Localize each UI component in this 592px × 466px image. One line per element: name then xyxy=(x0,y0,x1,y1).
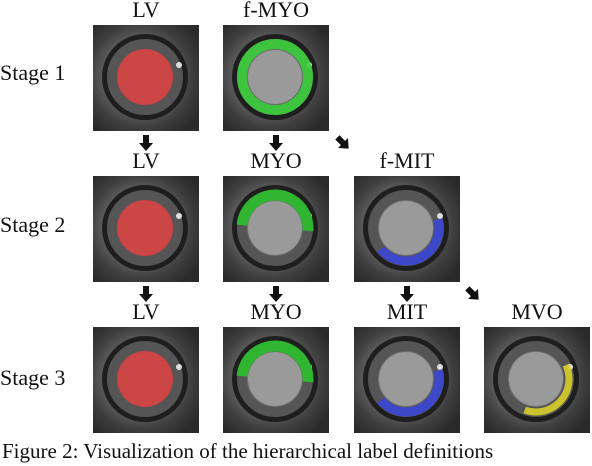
panel-label: MIT xyxy=(387,299,428,324)
arrow-head xyxy=(335,135,349,149)
panel-label: MYO xyxy=(250,148,301,173)
mit-mask xyxy=(377,369,444,417)
bright-spot xyxy=(437,364,443,370)
panel-label: LV xyxy=(132,299,159,324)
blood-pool xyxy=(379,352,433,406)
heart-wall xyxy=(363,336,449,422)
mri-panel xyxy=(93,176,199,282)
arrow-head xyxy=(269,286,283,302)
caption: Figure 2: Visualization of the hierarchi… xyxy=(2,439,493,463)
stage-label: Stage 1 xyxy=(0,60,65,85)
arrow-head xyxy=(269,135,283,151)
arrow xyxy=(465,286,479,300)
arrow-head xyxy=(139,135,153,151)
heart-wall xyxy=(102,336,188,422)
panel-label: MVO xyxy=(511,299,562,324)
stage-label: Stage 2 xyxy=(0,212,65,237)
bright-spot xyxy=(437,213,443,219)
panel-label: LV xyxy=(132,0,159,22)
panel-label: MYO xyxy=(250,299,301,324)
heart-wall xyxy=(232,34,318,120)
blood-pool xyxy=(509,352,563,406)
heart-wall xyxy=(102,34,188,120)
heart-wall xyxy=(232,336,318,422)
lv-mask xyxy=(117,351,173,407)
myocardium xyxy=(107,39,183,115)
blood-pool xyxy=(379,201,433,255)
mri-panel xyxy=(484,327,590,433)
arrow xyxy=(335,135,349,149)
arrow xyxy=(139,135,153,151)
arrow-head xyxy=(139,286,153,302)
myocardium xyxy=(107,341,183,417)
panel-label: f-MIT xyxy=(380,148,436,173)
myo-mask xyxy=(236,340,314,383)
arrow-head xyxy=(400,286,414,302)
lv-mask xyxy=(117,49,173,105)
panel-label: f-MYO xyxy=(243,0,309,22)
stage-label: Stage 3 xyxy=(0,365,65,390)
mri-panel xyxy=(93,25,199,131)
heart-wall xyxy=(363,185,449,271)
bright-spot xyxy=(176,62,182,68)
arrow xyxy=(269,286,283,302)
mri-panel xyxy=(354,176,460,282)
mvo-mask xyxy=(523,363,573,416)
heart-wall xyxy=(232,185,318,271)
myo-mask xyxy=(237,39,313,115)
bright-spot xyxy=(176,364,182,370)
blood-pool xyxy=(248,352,302,406)
myocardium xyxy=(107,190,183,266)
mri-panel xyxy=(354,327,460,433)
mri-panel xyxy=(93,327,199,433)
arrow xyxy=(139,286,153,302)
blood-pool xyxy=(248,201,302,255)
myo-mask xyxy=(236,189,314,232)
panel-label: LV xyxy=(132,148,159,173)
arrow xyxy=(400,286,414,302)
bright-spot xyxy=(176,213,182,219)
mri-panel xyxy=(223,176,329,282)
lv-mask xyxy=(117,200,173,256)
heart-wall xyxy=(493,336,579,422)
arrow xyxy=(269,135,283,151)
heart-wall xyxy=(102,185,188,271)
arrow-head xyxy=(465,286,479,300)
mit-mask xyxy=(377,218,444,266)
mri-panel xyxy=(223,25,329,131)
mri-panel xyxy=(223,327,329,433)
blood-pool xyxy=(248,50,302,104)
